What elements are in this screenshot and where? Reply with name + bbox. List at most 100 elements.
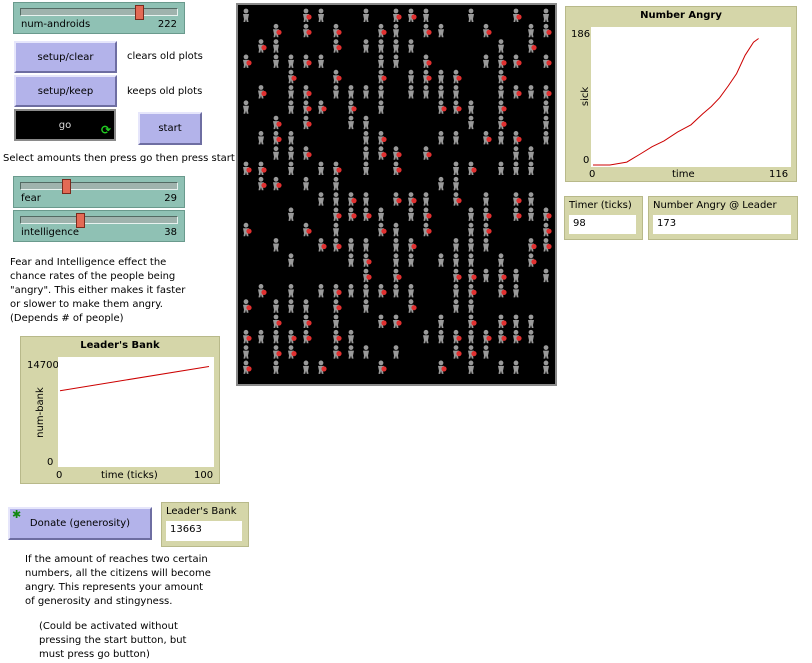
android-person xyxy=(333,314,339,328)
android-person xyxy=(333,207,342,221)
angry-marker xyxy=(336,45,342,51)
fear-slider[interactable]: fear 29 xyxy=(13,176,185,208)
android-person xyxy=(453,299,459,313)
angry-marker xyxy=(486,335,492,341)
android-person xyxy=(363,284,369,298)
android-person xyxy=(273,23,282,38)
start-label: start xyxy=(158,123,182,134)
angry-marker xyxy=(366,213,372,219)
go-button[interactable]: go ⟳ xyxy=(14,109,116,141)
y-axis-label: sick xyxy=(580,86,592,107)
android-person xyxy=(333,23,342,38)
android-person xyxy=(438,85,444,99)
angry-marker xyxy=(471,320,477,326)
android-person xyxy=(303,329,312,344)
android-person xyxy=(528,238,537,252)
slider-value: 38 xyxy=(164,227,177,238)
angry-marker xyxy=(396,167,402,173)
angry-marker xyxy=(291,75,297,81)
android-person xyxy=(513,314,519,328)
android-person xyxy=(423,146,432,160)
monitor-label: Number Angry @ Leader xyxy=(653,200,777,211)
android-person xyxy=(513,85,522,99)
forever-icon: ⟳ xyxy=(100,123,111,137)
android-person xyxy=(378,85,384,99)
android-person xyxy=(438,329,444,344)
android-person xyxy=(363,268,372,283)
android-person xyxy=(468,8,474,22)
android-person xyxy=(288,54,294,68)
android-person xyxy=(378,54,384,68)
slider-thumb[interactable] xyxy=(76,213,85,228)
monitor-value: 173 xyxy=(653,215,791,234)
android-person xyxy=(513,146,519,160)
setup-keep-label: setup/keep xyxy=(37,85,94,97)
setup-keep-button[interactable]: setup/keep xyxy=(14,75,117,107)
angry-marker xyxy=(531,243,537,250)
x-tick-label: 100 xyxy=(194,470,214,481)
angry-marker xyxy=(546,90,552,97)
angry-marker xyxy=(246,167,252,173)
android-person xyxy=(438,253,444,267)
num-androids-slider[interactable]: num-androids 222 xyxy=(13,2,185,34)
donate-button[interactable]: Donate (generosity) ✱ xyxy=(8,507,152,540)
slider-track[interactable] xyxy=(20,182,178,190)
android-person xyxy=(438,131,444,145)
android-person xyxy=(318,54,324,68)
android-person xyxy=(468,345,477,359)
android-person xyxy=(483,192,489,206)
angry-marker xyxy=(276,121,282,127)
slider-thumb[interactable] xyxy=(62,179,71,194)
android-person xyxy=(543,54,552,68)
android-person xyxy=(348,100,357,114)
android-person xyxy=(303,8,312,22)
note-line: of generosity and stingyness. xyxy=(25,596,173,607)
android-person xyxy=(438,69,444,84)
angry-marker xyxy=(501,289,507,295)
android-person xyxy=(393,39,399,53)
angry-marker xyxy=(426,213,432,219)
slider-track[interactable] xyxy=(20,216,178,224)
android-person xyxy=(273,345,282,359)
android-person xyxy=(318,192,324,206)
angry-marker xyxy=(456,274,462,280)
android-person xyxy=(498,329,507,344)
slider-track[interactable] xyxy=(20,8,178,16)
intelligence-slider[interactable]: intelligence 38 xyxy=(13,210,185,242)
android-person xyxy=(348,345,354,359)
y-tick-label: 14700 xyxy=(27,360,59,371)
android-person xyxy=(543,23,552,38)
slider-thumb[interactable] xyxy=(135,5,144,20)
android-person xyxy=(468,253,474,267)
angry-marker xyxy=(261,289,267,295)
android-person xyxy=(543,131,549,145)
android-person xyxy=(408,238,417,252)
android-person xyxy=(543,268,549,283)
angry-marker xyxy=(396,152,402,158)
android-person xyxy=(393,268,402,283)
android-person xyxy=(378,131,387,145)
android-person xyxy=(363,161,369,175)
angry-marker xyxy=(261,182,267,188)
angry-marker xyxy=(501,106,507,112)
android-person xyxy=(348,115,354,130)
android-person xyxy=(438,100,447,114)
android-person xyxy=(333,299,342,313)
android-person xyxy=(243,345,249,359)
note-line: or slower to make them angry. xyxy=(10,299,163,310)
android-person xyxy=(438,176,444,191)
world-view[interactable] xyxy=(236,3,557,386)
setup-clear-button[interactable]: setup/clear xyxy=(14,41,117,73)
android-person xyxy=(243,222,252,237)
note-line: (Depends # of people) xyxy=(10,313,124,324)
note-line: must press go button) xyxy=(39,649,150,660)
angry-marker xyxy=(351,198,357,204)
android-person xyxy=(393,146,402,160)
android-person xyxy=(468,268,477,283)
android-person xyxy=(513,284,519,298)
start-button[interactable]: start xyxy=(138,112,202,145)
world-canvas[interactable] xyxy=(238,5,555,384)
note-line: angry. This represents your amount xyxy=(25,582,204,593)
angry-marker xyxy=(246,305,252,311)
android-person xyxy=(543,115,549,130)
